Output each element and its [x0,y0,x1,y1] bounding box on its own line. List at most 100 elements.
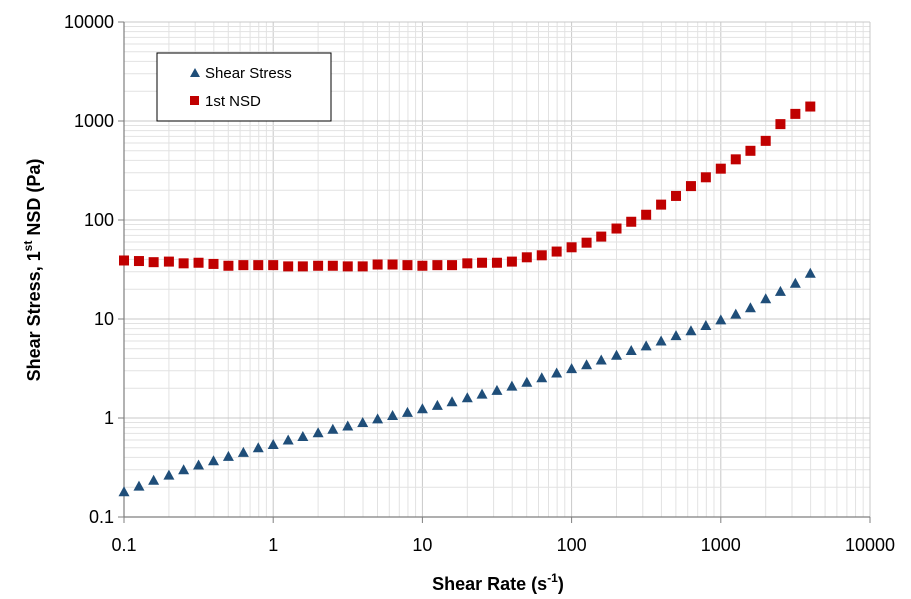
legend-label-1st-nsd: 1st NSD [205,93,261,110]
nsd-point [626,216,637,227]
shear-stress-point [387,409,399,420]
shear-stress-point [118,486,130,497]
x-tick-label: 10 [412,535,432,555]
nsd-point [491,257,502,268]
y-tick-labels: 0.1 1 10 100 1000 10000 [64,12,114,527]
shear-stress-point [178,464,190,475]
shear-stress-point [670,330,682,341]
shear-stress-point [327,423,339,434]
nsd-point [671,190,682,201]
legend-square-marker [190,96,199,105]
nsd-point [133,256,144,267]
shear-stress-point [744,302,756,313]
nsd-point [790,108,801,119]
shear-stress-point [760,293,772,304]
shear-stress-point [297,431,309,442]
axes [118,21,871,523]
shear-stress-point [730,308,742,319]
shear-stress-point [595,354,607,365]
shear-stress-point [357,417,369,428]
nsd-point [402,260,413,271]
nsd-point [551,246,562,257]
x-axis-title: Shear Rate (s-1) [432,571,564,594]
shear-stress-point [804,267,816,278]
legend: Shear Stress 1st NSD [156,52,332,122]
nsd-point [715,163,726,174]
shear-stress-point [506,380,518,391]
x-tick-label: 10000 [845,535,895,555]
shear-stress-point [163,469,175,480]
y-tick-label: 1000 [74,111,114,131]
nsd-point [357,261,368,272]
nsd-point [566,242,577,253]
shear-stress-point [581,359,593,370]
y-tick-label: 100 [84,210,114,230]
nsd-point [536,250,547,261]
nsd-point [521,252,532,263]
x-tick-label: 1000 [701,535,741,555]
shear-stress-point [789,277,801,288]
legend-triangle-marker [190,68,200,77]
legend-label-shear-stress: Shear Stress [205,65,292,82]
shear-stress-point [521,376,533,387]
nsd-point [447,260,458,271]
nsd-point [656,199,667,210]
shear-stress-point [611,349,623,360]
x-tick-label: 0.1 [111,535,136,555]
x-tick-label: 1 [268,535,278,555]
shear-stress-point [252,442,264,453]
nsd-point [506,256,517,267]
nsd-point [805,101,816,112]
nsd-point [313,260,324,271]
nsd-point [327,260,338,271]
nsd-point [641,209,652,220]
shear-stress-point [267,438,279,449]
nsd-point [223,260,234,271]
nsd-point [193,257,204,268]
shear-stress-point [625,345,637,356]
y-tick-label: 1 [104,408,114,428]
data-points [118,101,816,497]
shear-stress-point [446,396,458,407]
shear-stress-point [774,285,786,296]
x-tick-label: 100 [557,535,587,555]
nsd-point [477,257,488,268]
nsd-point [775,119,786,130]
shear-stress-point [342,420,354,431]
nsd-point [372,259,383,270]
nsd-point [297,261,308,272]
nsd-point [581,237,592,248]
nsd-point [760,135,771,146]
nsd-point [238,260,249,271]
shear-stress-point [715,314,727,325]
nsd-point [119,255,129,266]
nsd-point [745,145,756,156]
nsd-point [432,260,443,271]
y-tick-label: 10000 [64,12,114,32]
shear-stress-point [655,335,667,346]
shear-stress-point [461,392,473,403]
legend-box [156,52,332,122]
nsd-point [268,260,279,271]
shear-stress-point [133,480,145,491]
y-tick-label: 0.1 [89,507,114,527]
nsd-point [700,172,711,183]
shear-stress-point [312,427,324,438]
nsd-point [685,181,696,192]
shear-stress-point [148,474,160,485]
y-tick-label: 10 [94,309,114,329]
nsd-point [462,258,473,269]
shear-stress-point [401,406,413,417]
nsd-point [283,261,294,272]
shear-stress-point [431,399,443,410]
shear-stress-point [685,325,697,336]
shear-stress-point [700,319,712,330]
shear-stress-point [282,434,294,445]
nsd-point [208,258,219,269]
shear-stress-point [566,363,578,374]
y-axis-title: Shear Stress, 1st NSD (Pa) [21,159,44,382]
nsd-point [253,260,264,271]
shear-stress-point [208,455,220,466]
